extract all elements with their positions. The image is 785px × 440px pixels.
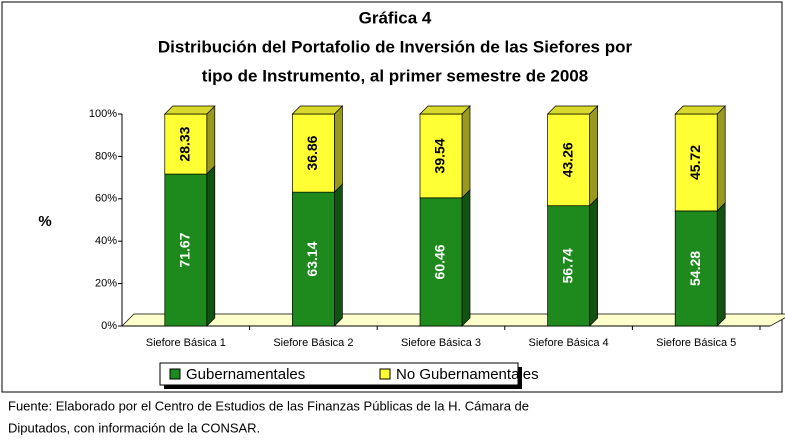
x-tick-label: Siefore Básica 3 — [401, 337, 481, 349]
value-label: 43.26 — [559, 142, 575, 177]
bar-top — [674, 105, 727, 115]
value-label: 36.86 — [304, 135, 320, 170]
bar-top — [291, 105, 344, 115]
chart-title: Gráfica 4 — [359, 8, 432, 27]
y-axis-label: % — [38, 213, 51, 230]
bar-top — [163, 105, 216, 115]
x-tick-label: Siefore Básica 1 — [146, 337, 226, 349]
value-label: 45.72 — [687, 145, 703, 180]
y-tick-label: 0% — [101, 320, 117, 332]
bar — [547, 205, 590, 327]
bar-side — [589, 105, 598, 207]
bar — [547, 113, 590, 207]
chart-subtitle: tipo de Instrumento, al primer semestre … — [202, 66, 588, 85]
x-tick-label: Siefore Básica 4 — [529, 337, 609, 349]
source-note: Diputados, con información de la CONSAR. — [8, 420, 260, 435]
bar — [164, 113, 208, 175]
value-label: 63.14 — [304, 241, 320, 276]
value-label: 39.54 — [432, 138, 448, 173]
bar — [674, 113, 718, 212]
source-note: Fuente: Elaborado por el Centro de Estud… — [8, 398, 529, 413]
bar-side — [334, 183, 343, 327]
legend-label: Gubernamentales — [186, 366, 305, 383]
bar-side — [461, 188, 471, 327]
bar-side — [716, 202, 726, 327]
chart-frame — [1, 1, 783, 393]
bar-top — [419, 105, 471, 115]
value-label: 28.33 — [177, 126, 193, 161]
bar-side — [334, 105, 343, 193]
bar — [419, 197, 463, 327]
chart-subtitle: Distribución del Portafolio de Inversión… — [158, 37, 633, 56]
bar-side — [589, 196, 598, 327]
x-tick-label: Siefore Básica 2 — [273, 337, 353, 349]
y-tick-label: 20% — [95, 278, 117, 290]
bar-top — [546, 105, 599, 115]
legend-label: No Gubernamentales — [396, 366, 539, 383]
legend-swatch — [379, 368, 391, 380]
y-tick-label: 60% — [95, 193, 117, 205]
y-tick-label: 80% — [95, 150, 117, 162]
value-label: 60.46 — [432, 244, 448, 279]
bar — [292, 191, 335, 327]
bar — [292, 113, 335, 193]
legend-swatch — [169, 368, 181, 380]
bar-side — [716, 105, 726, 212]
bar — [164, 173, 208, 327]
bar — [674, 210, 718, 327]
bar-side — [461, 105, 471, 199]
bar-side — [206, 165, 216, 327]
value-label: 54.28 — [687, 251, 703, 286]
bar-side — [206, 105, 216, 175]
value-label: 56.74 — [559, 248, 575, 283]
value-label: 71.67 — [177, 232, 193, 267]
legend — [159, 362, 519, 386]
x-tick-label: Siefore Básica 5 — [656, 337, 736, 349]
y-tick-label: 100% — [89, 108, 117, 120]
y-tick-label: 40% — [95, 235, 117, 247]
